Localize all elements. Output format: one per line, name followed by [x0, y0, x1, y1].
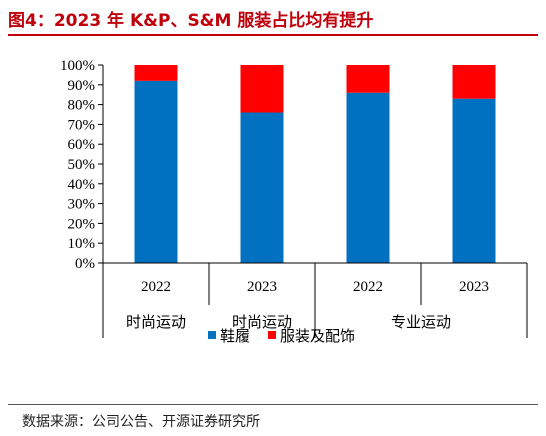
- group-label: 时尚运动: [232, 313, 292, 331]
- legend-label: 鞋履: [220, 327, 250, 345]
- bar-segment-apparel: [134, 65, 178, 81]
- bar-segment-footwear: [452, 98, 496, 263]
- legend-label: 服装及配饰: [280, 327, 355, 345]
- legend-swatch: [268, 331, 276, 339]
- source-note: 数据来源：公司公告、开源证券研究所: [22, 414, 260, 430]
- bar-segment-footwear: [240, 112, 284, 264]
- y-tick-label: 100%: [60, 58, 95, 74]
- title-divider: [8, 34, 538, 36]
- bar-segment-apparel: [346, 65, 390, 93]
- group-label: 时尚运动: [126, 313, 186, 331]
- y-tick-label: 40%: [68, 177, 96, 193]
- stacked-bar-chart: 0% 10% 20% 30% 40% 50% 60% 70% 80% 90% 100% 2022 202…: [60, 58, 528, 345]
- group-label: 专业运动: [391, 313, 451, 331]
- y-tick-label: 20%: [68, 216, 96, 232]
- title-row: 图4：2023 年 K&P、S&M 服装占比均有提升: [0, 0, 546, 38]
- y-tick-label: 0%: [75, 256, 95, 272]
- bar-segment-apparel: [452, 65, 496, 99]
- y-tick-label: 30%: [68, 197, 96, 213]
- y-tick-label: 70%: [68, 117, 96, 133]
- bar-segment-footwear: [134, 80, 178, 263]
- bar-segment-apparel: [240, 65, 284, 113]
- x-tick-label: 2022: [353, 279, 383, 295]
- y-tick-label: 60%: [68, 137, 96, 153]
- y-tick-label: 50%: [68, 157, 96, 173]
- y-tick-label: 10%: [68, 236, 96, 252]
- legend-swatch: [208, 331, 216, 339]
- y-tick-label: 80%: [68, 98, 96, 114]
- x-tick-label: 2022: [141, 279, 171, 295]
- x-tick-label: 2023: [459, 279, 489, 295]
- source-divider: [8, 404, 538, 405]
- x-tick-label: 2023: [247, 279, 277, 295]
- bar-segment-footwear: [346, 92, 390, 263]
- y-tick-label: 90%: [68, 78, 96, 94]
- figure-title: 图4：2023 年 K&P、S&M 服装占比均有提升: [8, 11, 374, 31]
